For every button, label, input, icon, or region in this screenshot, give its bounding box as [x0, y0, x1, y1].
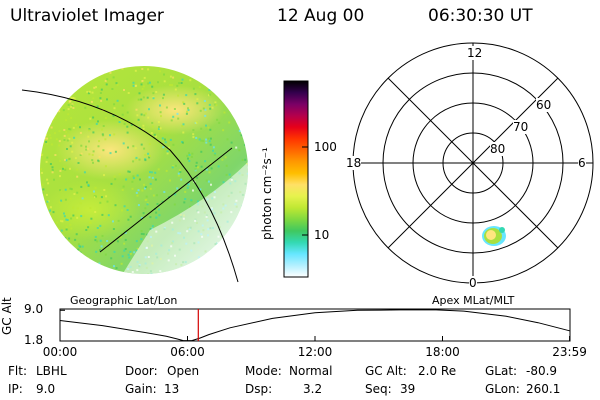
- colorbar-tick-10: 10: [314, 228, 330, 242]
- mlat-label-60: 60: [536, 98, 552, 112]
- x-tick-label: 00:00: [42, 345, 78, 359]
- flt-label: Flt:: [8, 364, 27, 378]
- ip-label: IP:: [8, 382, 23, 396]
- chart-frame: [59, 308, 571, 342]
- mode-value: Normal: [289, 364, 333, 378]
- x-tick-label: 06:00: [170, 345, 205, 359]
- mlat-label-80: 80: [490, 142, 506, 156]
- door-label: Door:: [125, 364, 158, 378]
- y-tick-marks: [60, 309, 65, 342]
- gain-value: 13: [164, 382, 180, 396]
- x-tick-label: 18:00: [425, 345, 460, 359]
- polar-diagonal-2: [387, 77, 559, 249]
- geographic-caption: Geographic Lat/Lon: [70, 294, 178, 307]
- geographic-latitude-line: [21, 89, 239, 283]
- glon-label: GLon:: [485, 382, 520, 396]
- gain-label: Gain:: [125, 382, 157, 396]
- glon-value: 260.1: [526, 382, 561, 396]
- mlat-label-70: 70: [513, 120, 529, 134]
- mlt-label-12: 12: [467, 46, 483, 60]
- time-label: 06:30:30 UT: [428, 6, 533, 26]
- mlt-label-18: 18: [346, 156, 362, 170]
- apex-caption: Apex MLat/MLT: [432, 294, 515, 307]
- mlt-label-6: 6: [578, 156, 586, 170]
- ip-value: 9.0: [36, 382, 56, 396]
- seq-label: Seq:: [365, 382, 392, 396]
- y-tick-label: 9.0: [24, 302, 44, 317]
- x-tick-label: 12:00: [297, 345, 333, 359]
- y-tick-label: 1.8: [24, 333, 44, 347]
- colorbar: [283, 80, 309, 278]
- dsp-label: Dsp:: [245, 382, 273, 396]
- door-value: Open: [167, 364, 200, 378]
- gcalt-value: 2.0 Re: [418, 364, 457, 378]
- polar-aurora-blob: [482, 226, 506, 246]
- mlt-label-0: 0: [469, 276, 477, 290]
- gc-altitude-line: [59, 309, 570, 342]
- flt-value: LBHL: [36, 364, 67, 378]
- mode-label: Mode:: [245, 364, 282, 378]
- date-label: 12 Aug 00: [277, 6, 365, 26]
- geographic-longitude-line: [99, 147, 233, 253]
- instrument-title: Ultraviolet Imager: [10, 6, 164, 26]
- glat-label: GLat:: [485, 364, 518, 378]
- glat-value: -80.9: [526, 364, 558, 378]
- seq-value: 39: [400, 382, 416, 396]
- y-axis-label: GC Alt: [0, 297, 14, 335]
- dsp-value: 3.2: [303, 382, 323, 396]
- colorbar-tick-100: 100: [314, 140, 337, 154]
- gcalt-label: GC Alt:: [365, 364, 407, 378]
- x-tick-label: 23:59: [552, 345, 587, 359]
